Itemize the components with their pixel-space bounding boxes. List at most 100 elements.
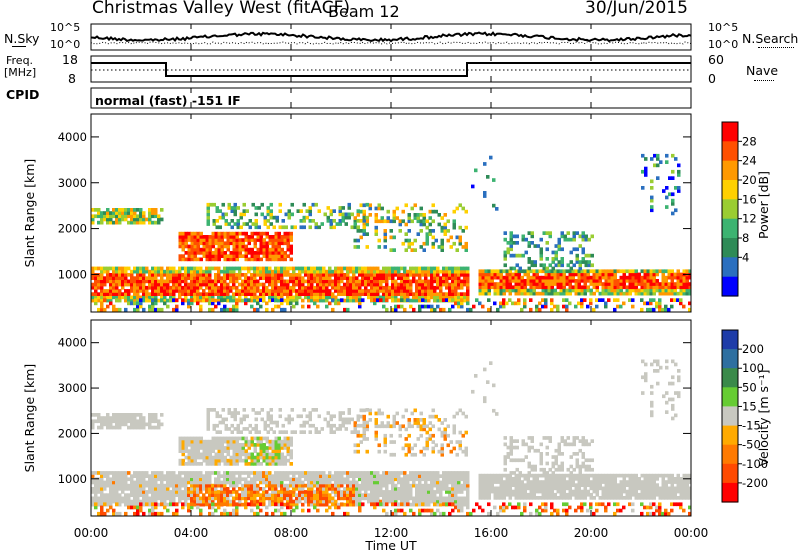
velocity-cell: [322, 499, 326, 504]
power-cell: [229, 269, 233, 274]
velocity-cell: [184, 455, 188, 460]
power-cell: [220, 231, 224, 236]
velocity-cell: [340, 496, 344, 501]
power-cell: [637, 279, 641, 283]
power-cell: [664, 288, 668, 293]
power-cell: [206, 206, 210, 210]
power-cell: [505, 301, 509, 306]
power-cell: [484, 282, 488, 286]
power-cell: [325, 292, 329, 296]
power-cell: [383, 219, 387, 224]
velocity-cell: [190, 436, 194, 441]
power-cell: [286, 241, 290, 246]
power-cell: [512, 234, 516, 239]
power-cell: [254, 212, 258, 217]
velocity-cell: [361, 474, 365, 478]
velocity-cell: [187, 449, 191, 453]
power-cell: [118, 208, 122, 212]
power-cell: [661, 288, 665, 293]
power-cell: [208, 295, 212, 300]
power-cell: [671, 202, 675, 206]
power-cell: [676, 282, 680, 286]
power-cell: [205, 279, 209, 284]
power-cell: [307, 304, 311, 309]
power-cell: [640, 269, 644, 274]
power-cell: [386, 209, 390, 214]
velocity-cell: [226, 474, 230, 478]
velocity-cell: [253, 458, 257, 463]
power-cell: [241, 292, 245, 296]
power-cell: [544, 304, 548, 309]
power-cell: [226, 244, 230, 249]
power-cell: [266, 212, 270, 217]
velocity-cell: [331, 483, 335, 488]
power-cell: [184, 289, 188, 293]
velocity-cell: [403, 477, 407, 482]
velocity-cell: [334, 471, 338, 475]
power-cell: [424, 285, 428, 290]
power-cell: [583, 291, 587, 296]
power-cell: [247, 266, 251, 271]
power-cell: [589, 279, 593, 283]
power-cell: [136, 273, 140, 277]
velocity-cell: [205, 452, 209, 457]
velocity-cell: [361, 487, 365, 491]
velocity-cell: [298, 480, 302, 485]
power-cell: [367, 276, 371, 280]
power-cell: [301, 289, 305, 293]
power-cell: [547, 272, 551, 277]
velocity-cell: [187, 452, 191, 457]
power-cell: [425, 238, 429, 243]
velocity-cell: [400, 483, 404, 488]
power-cell: [556, 307, 560, 312]
velocity-cell: [649, 483, 653, 487]
power-cell: [484, 291, 488, 296]
power-cell: [682, 279, 686, 283]
velocity-cell: [586, 489, 590, 494]
velocity-cell: [517, 477, 521, 481]
power-cell: [367, 273, 371, 277]
velocity-cell: [334, 499, 338, 504]
power-cell: [227, 222, 231, 226]
power-cell: [535, 282, 539, 286]
power-cell: [187, 244, 191, 249]
power-cell: [328, 295, 332, 300]
power-cell: [193, 279, 197, 284]
velocity-cell: [526, 483, 530, 487]
velocity-cell: [106, 477, 110, 482]
power-cell: [592, 275, 596, 280]
power-cell: [359, 235, 363, 240]
velocity-cell: [457, 487, 461, 491]
power-cell: [457, 276, 461, 280]
power-cell: [322, 298, 326, 303]
power-cell: [148, 304, 152, 309]
velocity-cell: [262, 449, 266, 453]
power-cell: [235, 254, 239, 258]
velocity-cell: [544, 489, 548, 494]
velocity-cell: [193, 474, 197, 478]
power-cell: [127, 301, 131, 306]
power-cell: [265, 241, 269, 246]
power-cell: [127, 208, 131, 212]
velocity-cell: [220, 474, 224, 478]
power-cell: [214, 298, 218, 303]
velocity-cell: [250, 452, 254, 457]
power-cell: [646, 301, 650, 306]
power-cell: [409, 273, 413, 277]
velocity-cell: [205, 471, 209, 475]
power-cell: [208, 273, 212, 277]
power-cell: [91, 269, 95, 274]
power-cell: [166, 279, 170, 284]
power-cell: [625, 285, 629, 290]
power-cell: [370, 273, 374, 277]
power-cell: [112, 307, 116, 312]
power-cell: [97, 285, 101, 290]
power-cell: [232, 231, 236, 236]
velocity-cell: [580, 496, 584, 500]
power-cell: [502, 275, 506, 280]
velocity-cell: [307, 471, 311, 475]
power-cell: [421, 298, 425, 302]
velocity-cell: [439, 502, 443, 507]
power-cell: [352, 298, 356, 303]
power-cell: [169, 276, 173, 280]
